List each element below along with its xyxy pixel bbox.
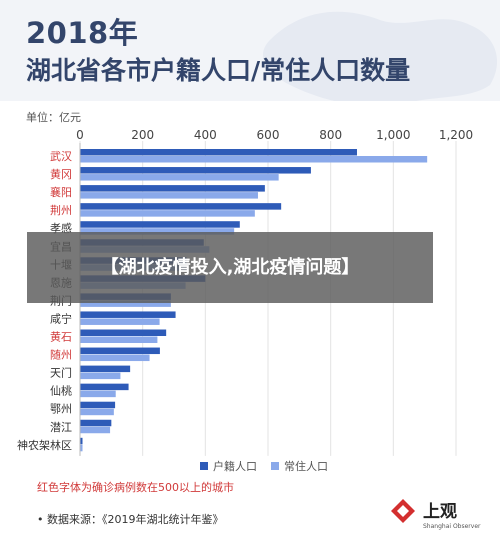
legend-item-changzhu: 常住人口	[271, 458, 328, 474]
svg-text:上观: 上观	[423, 502, 457, 522]
legend-swatch-hukou	[200, 462, 208, 470]
category-label: 鄂州	[50, 403, 72, 416]
highlight-note: 红色字体为确诊病例数在500以上的城市	[37, 481, 234, 494]
category-label: 仙桃	[50, 384, 72, 398]
x-tick-label: 400	[194, 128, 217, 142]
legend-item-hukou: 户籍人口	[200, 458, 257, 474]
shanghai-observer-logo: 上观 Shanghai Observer	[389, 497, 489, 531]
bar-changzhu	[80, 174, 279, 181]
category-label: 武汉	[50, 150, 72, 163]
overlay-text: 【湖北疫情投入,湖北疫情问题】	[100, 257, 360, 278]
bar-changzhu	[80, 444, 83, 452]
legend: 户籍人口 常住人口	[200, 458, 328, 474]
x-tick-label: 1,000	[376, 128, 410, 142]
bar-changzhu	[80, 426, 111, 434]
legend-label-hukou: 户籍人口	[213, 460, 257, 473]
bar-hukou	[80, 329, 167, 336]
legend-label-changzhu: 常住人口	[284, 460, 328, 473]
bar-changzhu	[80, 228, 235, 235]
bar-hukou	[80, 347, 160, 355]
category-label: 荆州	[50, 204, 72, 217]
bar-hukou	[80, 203, 282, 210]
bar-hukou	[80, 311, 176, 318]
bar-hukou	[80, 419, 112, 427]
bar-changzhu	[80, 390, 116, 398]
category-label: 随州	[50, 348, 72, 362]
bar-changzhu	[80, 408, 114, 416]
category-label: 潜江	[50, 420, 72, 434]
category-label: 黄石	[50, 330, 72, 344]
bar-hukou	[80, 383, 129, 391]
bar-changzhu	[80, 156, 428, 163]
category-label: 天门	[50, 366, 72, 380]
bar-hukou	[80, 221, 240, 228]
category-label: 咸宁	[50, 311, 72, 325]
svg-text:Shanghai Observer: Shanghai Observer	[423, 523, 481, 530]
bar-hukou	[80, 185, 265, 192]
legend-swatch-changzhu	[271, 462, 279, 470]
x-tick-label: 200	[131, 128, 154, 142]
bar-hukou	[80, 149, 357, 156]
bar-changzhu	[80, 372, 121, 380]
x-tick-label: 1,200	[439, 128, 473, 142]
x-tick-label: 800	[319, 128, 342, 142]
hubei-map-watermark	[262, 11, 498, 101]
x-tick-label: 600	[257, 128, 280, 142]
bar-hukou	[80, 401, 116, 409]
header: 2018年 湖北省各市户籍人口/常住人口数量	[0, 0, 500, 101]
category-label: 神农架林区	[17, 438, 72, 452]
title-year: 2018年	[26, 16, 139, 50]
logo-mark-icon: 上观 Shanghai Observer	[391, 499, 481, 530]
bar-changzhu	[80, 300, 171, 307]
category-label: 襄阳	[50, 185, 72, 199]
category-label: 黄冈	[50, 167, 72, 181]
bar-changzhu	[80, 336, 158, 343]
bar-changzhu	[80, 318, 160, 325]
bar-changzhu	[80, 192, 258, 199]
bar-hukou	[80, 365, 131, 373]
bar-changzhu	[80, 210, 255, 217]
bar-hukou	[80, 167, 311, 174]
category-label: 孝感	[50, 222, 72, 235]
title-overlay: 【湖北疫情投入,湖北疫情问题】	[27, 232, 433, 303]
source-note: • 数据来源：《2019年湖北统计年鉴》	[37, 513, 224, 526]
page-title: 湖北省各市户籍人口/常住人口数量	[26, 56, 411, 85]
bar-hukou	[80, 437, 83, 445]
bar-changzhu	[80, 354, 150, 362]
unit-label: 单位：亿元	[26, 110, 81, 124]
x-tick-label: 0	[76, 128, 84, 142]
